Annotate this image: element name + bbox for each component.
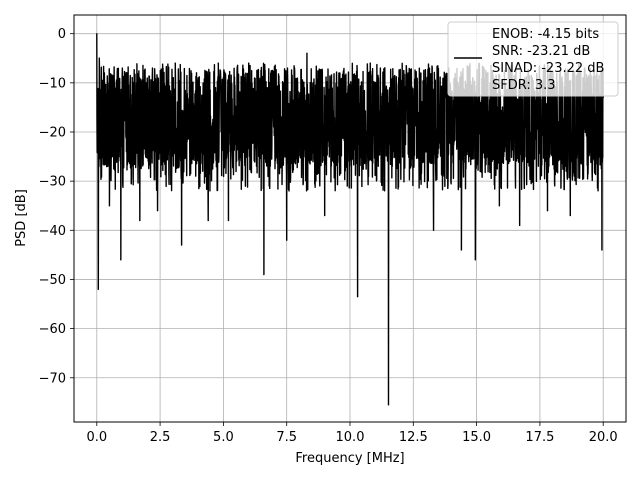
psd-series-line bbox=[96, 33, 604, 406]
psd-data-point bbox=[96, 33, 98, 35]
psd-data-point bbox=[156, 210, 159, 212]
psd-data-point bbox=[356, 296, 359, 298]
psd-data-point bbox=[601, 249, 603, 251]
y-tick-label: −60 bbox=[39, 322, 66, 337]
psd-data-point bbox=[97, 288, 99, 290]
x-tick-label: 2.5 bbox=[150, 430, 171, 445]
psd-data-point bbox=[113, 82, 116, 84]
axis-ticks: 0.0 2.5 5.0 7.5 10.0 12.5 15.0 17.5 20.0 0 −10 −20 −… bbox=[39, 27, 618, 445]
psd-data-point bbox=[103, 72, 105, 74]
psd-data-point bbox=[248, 62, 250, 64]
y-tick-label: 0 bbox=[58, 27, 66, 42]
y-tick-label: −50 bbox=[39, 273, 66, 288]
psd-data-point bbox=[108, 205, 111, 207]
psd-data-point bbox=[474, 259, 476, 261]
psd-data-point bbox=[602, 96, 604, 99]
x-tick-label: 20.0 bbox=[589, 430, 618, 445]
psd-data-point bbox=[569, 214, 571, 217]
psd-data-point bbox=[546, 210, 549, 212]
psd-data-point bbox=[460, 249, 463, 251]
psd-data-point bbox=[339, 72, 341, 74]
psd-data-point bbox=[379, 67, 381, 69]
psd-data-point bbox=[263, 273, 265, 276]
x-tick-label: 10.0 bbox=[336, 430, 365, 445]
psd-data-point bbox=[394, 92, 397, 94]
psd-data-point bbox=[519, 224, 521, 226]
psd-data-point bbox=[286, 239, 288, 241]
psd-data-point bbox=[151, 67, 154, 69]
y-tick-label: −30 bbox=[39, 175, 66, 190]
psd-data-point bbox=[174, 62, 176, 64]
x-tick-label: 7.5 bbox=[276, 430, 297, 445]
psd-data-point bbox=[387, 404, 390, 406]
legend: ENOB: -4.15 bits SNR: -23.21 dB SINAD: -… bbox=[447, 21, 619, 97]
legend-entry-sinad: SINAD: -23.22 dB bbox=[492, 61, 604, 76]
psd-data-point bbox=[273, 72, 275, 74]
y-tick-label: −70 bbox=[39, 371, 66, 386]
psd-data-point bbox=[324, 214, 326, 217]
psd-data-point bbox=[207, 219, 209, 222]
x-tick-label: 12.5 bbox=[399, 430, 428, 445]
psd-data-point bbox=[306, 52, 308, 54]
y-axis-label: PSD [dB] bbox=[14, 189, 29, 247]
psd-data-point bbox=[432, 229, 435, 231]
psd-data-point bbox=[498, 205, 500, 207]
x-tick-label: 5.0 bbox=[213, 430, 234, 445]
psd-data-point bbox=[96, 121, 99, 123]
y-tick-label: −20 bbox=[39, 125, 66, 140]
x-tick-label: 15.0 bbox=[462, 430, 491, 445]
psd-data-point bbox=[420, 72, 422, 74]
psd-data-point bbox=[99, 92, 102, 94]
legend-entry-snr: SNR: -23.21 dB bbox=[492, 44, 590, 59]
x-tick-label: 0.0 bbox=[86, 430, 107, 445]
x-axis-label: Frequency [MHz] bbox=[295, 451, 404, 466]
legend-entry-sfdr: SFDR: 3.3 bbox=[492, 78, 556, 93]
psd-data-point bbox=[181, 244, 183, 246]
psd-data-point bbox=[139, 219, 141, 222]
legend-entry-enob: ENOB: -4.15 bits bbox=[492, 27, 599, 42]
psd-data-point bbox=[369, 62, 371, 64]
psd-data-point bbox=[197, 77, 199, 79]
psd-data-point bbox=[126, 72, 128, 74]
psd-data-point bbox=[217, 62, 219, 64]
x-tick-label: 17.5 bbox=[525, 430, 554, 445]
y-tick-label: −40 bbox=[39, 224, 66, 239]
legend-box bbox=[447, 21, 619, 97]
psd-data-point bbox=[98, 57, 100, 59]
psd-data-point bbox=[120, 259, 122, 261]
y-tick-label: −10 bbox=[39, 76, 66, 91]
psd-data-point bbox=[227, 219, 230, 222]
